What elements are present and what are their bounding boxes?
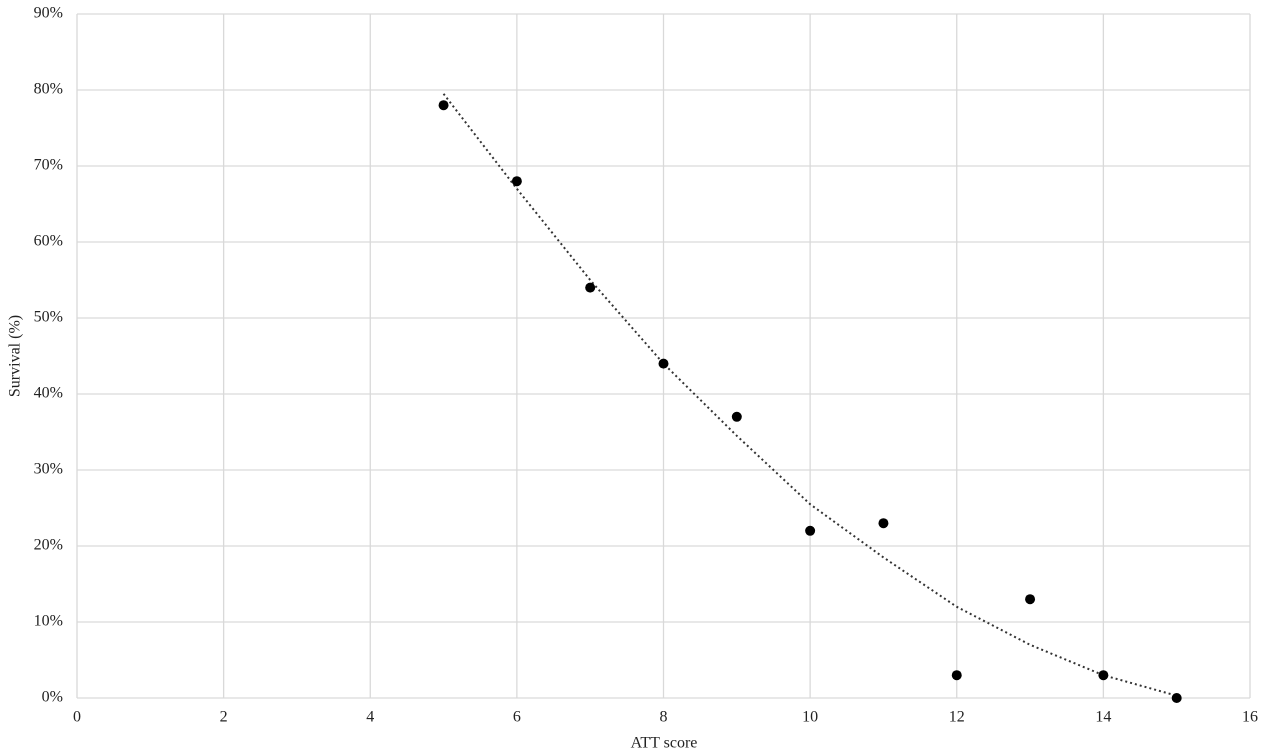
- x-tick-label: 0: [73, 709, 81, 726]
- y-tick-label: 60%: [34, 233, 63, 250]
- x-tick-label: 6: [513, 709, 521, 726]
- x-tick-label: 2: [220, 709, 228, 726]
- data-point: [805, 525, 816, 536]
- data-point: [438, 100, 449, 111]
- x-tick-label: 8: [660, 709, 668, 726]
- trendline: [442, 93, 1177, 697]
- data-point: [731, 411, 742, 422]
- y-tick-label: 10%: [34, 613, 63, 630]
- data-point: [585, 282, 596, 293]
- x-tick-label: 10: [802, 709, 818, 726]
- x-axis-title: ATT score: [631, 735, 698, 752]
- data-point: [951, 670, 962, 681]
- y-tick-label: 40%: [34, 385, 63, 402]
- data-point: [1098, 670, 1109, 681]
- data-point: [878, 518, 889, 529]
- data-point: [1171, 693, 1182, 703]
- data-point: [658, 358, 669, 369]
- x-tick-label: 12: [949, 709, 965, 726]
- y-tick-label: 80%: [34, 81, 63, 98]
- y-axis-title: Survival (%): [7, 315, 24, 397]
- y-tick-label: 70%: [34, 157, 63, 174]
- y-tick-label: 20%: [34, 537, 63, 554]
- y-tick-label: 90%: [34, 5, 63, 22]
- data-point: [511, 176, 522, 187]
- y-tick-label: 30%: [34, 461, 63, 478]
- data-point: [1025, 594, 1036, 605]
- x-tick-label: 4: [366, 709, 374, 726]
- x-tick-label: 14: [1095, 709, 1111, 726]
- x-tick-label: 16: [1242, 709, 1258, 726]
- y-tick-label: 0%: [42, 689, 63, 706]
- y-tick-label: 50%: [34, 309, 63, 326]
